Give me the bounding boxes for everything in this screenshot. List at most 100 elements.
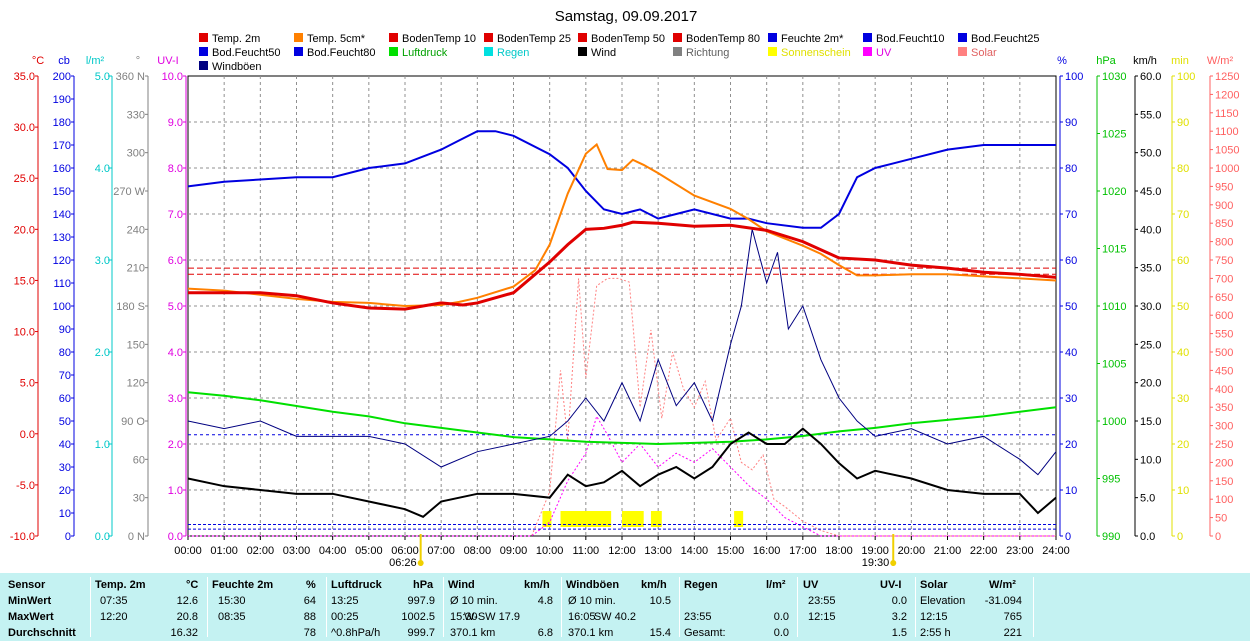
legend-entry: BodenTemp 50	[591, 33, 665, 45]
stats-cell-temp-v: 12.6	[176, 595, 198, 607]
axis-tick-label: 9.0	[168, 117, 183, 129]
stats-header-sensor: Sensor	[8, 579, 46, 591]
legend-swatch	[199, 33, 208, 42]
axis-tick-label: 1005	[1102, 359, 1126, 371]
stats-cell-press-v: 997.9	[407, 595, 435, 607]
legend-swatch	[389, 33, 398, 42]
series-solar	[188, 277, 1056, 537]
legend-entry: Bod.Feucht10	[876, 33, 945, 45]
legend-swatch	[863, 47, 872, 56]
legend-entry: Bod.Feucht80	[307, 47, 376, 59]
axis-tick-label: 160	[53, 163, 71, 175]
axis-tick-label: 10.0	[162, 71, 183, 83]
legend-swatch	[958, 47, 967, 56]
legend-entry: Feuchte 2m*	[781, 33, 844, 45]
sunshine-block	[560, 511, 612, 527]
stats-cell-wind-t: 370.1 km	[450, 627, 496, 639]
axis-tick-label: 45.0	[1140, 186, 1161, 198]
stats-header-solar-unit: W/m²	[989, 579, 1016, 591]
axis-tick-label: 8.0	[168, 163, 183, 175]
legend-swatch	[484, 47, 493, 56]
sunset-label: 19:30	[862, 557, 890, 569]
axis-tick-label: 210	[127, 263, 145, 275]
axis-unit-uv: UV-I	[157, 55, 178, 67]
axis-tick-label: 3.0	[95, 255, 110, 267]
stats-cell-gust-d: SW 40.2	[593, 611, 636, 623]
stats-header-rain-unit: l/m²	[766, 579, 786, 591]
legend-swatch	[294, 47, 303, 56]
axis-tick-label: 5.0	[168, 301, 183, 313]
weather-chart: Samstag, 09.09.2017 Temp. 2m Temp. 5cm* Bo…	[10, 8, 1240, 569]
stats-cell-press-v: 1002.5	[401, 611, 435, 623]
stats-cell-wind-v: 4.8	[537, 595, 553, 607]
stats-cell-wind-v: 6.8	[537, 627, 553, 639]
stats-cell-hum-v: 88	[303, 611, 316, 623]
x-tick-label: 00:00	[174, 545, 202, 557]
separator	[561, 577, 562, 637]
axis-tick-label: -10.0	[10, 531, 35, 543]
stats-header-gust-unit: km/h	[641, 579, 667, 591]
axis-tick-label: 70	[1177, 209, 1189, 221]
x-tick-label: 05:00	[355, 545, 383, 557]
axis-tick-label: 900	[1215, 200, 1233, 212]
stats-header-rain: Regen	[684, 579, 718, 591]
chart-title: Samstag, 09.09.2017	[555, 8, 698, 25]
axis-tick-label: 50	[59, 416, 71, 428]
x-tick-label: 21:00	[934, 545, 962, 557]
axis-tick-label: 80	[59, 347, 71, 359]
axis-tick-label: 1150	[1215, 108, 1239, 120]
axis-tick-label: 1200	[1215, 89, 1239, 101]
axis-tick-label: 10.0	[14, 327, 35, 339]
sunshine-block	[734, 511, 744, 527]
sunrise-sun-icon	[417, 560, 424, 566]
legend-entry: Richtung	[686, 47, 729, 59]
separator	[90, 577, 91, 637]
axis-tick-label: 50	[1177, 301, 1189, 313]
stats-cell-hum-t: 15:30	[218, 595, 246, 607]
series-temp5cm	[187, 142, 1057, 308]
axis-tick-label: 950	[1215, 181, 1233, 193]
axis-tick-label: 60	[1177, 255, 1189, 267]
axis-tick-label: 30.0	[1140, 301, 1161, 313]
series-feuchte2m	[187, 130, 1056, 229]
stats-cell-uv-v: 0.0	[891, 595, 907, 607]
separator	[915, 577, 916, 637]
axis-tick-label: 1025	[1102, 129, 1126, 141]
legend-entry: Regen	[497, 47, 529, 59]
separator	[207, 577, 208, 637]
axis-tick-label: 7.0	[168, 209, 183, 221]
axis-tick-label: 990	[1102, 531, 1120, 543]
series-luftdruck	[187, 391, 1057, 446]
axis-tick-label: 1.0	[168, 485, 183, 497]
axis-tick-label: 0	[1215, 531, 1221, 543]
axis-tick-label: 0	[65, 531, 71, 543]
legend-swatch	[484, 33, 493, 42]
axis-tick-label: 995	[1102, 474, 1120, 486]
stats-header-wind: Wind	[448, 579, 475, 591]
axis-tick-label: 30	[1177, 393, 1189, 405]
axis-unit-temp: °C	[32, 55, 44, 67]
axis-tick-label: 0	[1177, 531, 1183, 543]
x-tick-label: 17:00	[789, 545, 817, 557]
axis-tick-label: 6.0	[168, 255, 183, 267]
sunshine-block	[622, 511, 644, 527]
axis-tick-label: 110	[53, 278, 71, 290]
stats-cell-solar-v: 765	[1003, 611, 1022, 623]
axis-unit-cb: cb	[58, 55, 70, 67]
legend-entry: Temp. 5cm*	[307, 33, 366, 45]
legend-swatch	[863, 33, 872, 42]
axis-tick-label: 170	[53, 140, 71, 152]
axis-tick-label: 20.0	[1140, 378, 1161, 390]
axis-tick-label: 1010	[1102, 301, 1126, 313]
legend-entry: BodenTemp 10	[402, 33, 476, 45]
stats-cell-gust-t: 370.1 km	[568, 627, 614, 639]
legend-swatch	[578, 47, 587, 56]
axis-tick-label: 850	[1215, 218, 1233, 230]
axis-tick-label: 0	[1065, 531, 1071, 543]
legend-swatch	[673, 47, 682, 56]
axis-tick-label: 90	[1177, 117, 1189, 129]
x-tick-label: 01:00	[210, 545, 238, 557]
axis-tick-label: 40	[1177, 347, 1189, 359]
axis-tick-label: 1015	[1102, 244, 1126, 256]
stats-cell-solar-v: 221	[1003, 627, 1022, 639]
